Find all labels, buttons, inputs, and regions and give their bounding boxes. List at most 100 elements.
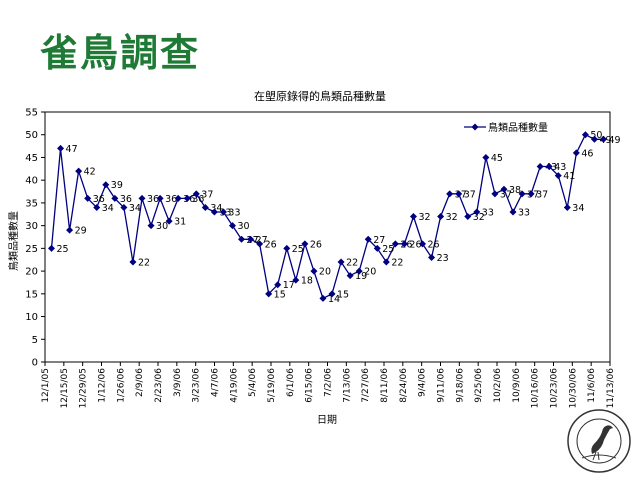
x-tick-label: 11/13/06 (606, 368, 616, 409)
data-point (57, 144, 65, 152)
data-label: 20 (319, 267, 331, 278)
data-point (518, 190, 526, 198)
data-label: 32 (473, 212, 485, 223)
bird-society-logo (567, 409, 631, 473)
data-point (554, 172, 562, 180)
slide-title: 雀鳥調查 (40, 31, 201, 75)
x-tick-label: 6/15/06 (305, 368, 315, 403)
data-point (183, 194, 191, 202)
data-point (600, 135, 607, 143)
data-point (283, 244, 291, 252)
data-point (464, 213, 472, 221)
data-label: 26 (428, 239, 440, 250)
data-point (590, 135, 598, 143)
data-point (455, 190, 463, 198)
data-point (147, 222, 155, 230)
data-label: 41 (563, 171, 575, 182)
x-tick-label: 11/6/06 (587, 368, 597, 403)
data-point (138, 194, 146, 202)
x-tick-label: 2/9/06 (135, 368, 145, 397)
x-tick-label: 9/18/06 (455, 368, 465, 403)
data-point (409, 213, 417, 221)
data-label: 36 (147, 194, 159, 205)
x-tick-label: 9/25/06 (474, 368, 484, 403)
data-label: 36 (192, 194, 204, 205)
data-point (446, 190, 454, 198)
data-point (473, 208, 481, 216)
x-tick-label: 8/24/06 (399, 368, 409, 403)
data-point (201, 203, 209, 211)
x-tick-label: 3/23/06 (192, 368, 202, 403)
data-point (337, 258, 345, 266)
y-tick-label: 20 (25, 267, 38, 278)
x-tick-label: 5/19/06 (267, 368, 277, 403)
data-point (75, 167, 83, 175)
chart-title: 在塱原錄得的鳥類品種數量 (254, 89, 386, 103)
data-point (500, 185, 508, 193)
x-tick-label: 10/16/06 (531, 368, 541, 409)
data-label: 47 (66, 144, 78, 155)
data-label: 36 (93, 194, 105, 205)
data-label: 43 (554, 162, 566, 173)
line-chart: 在塱原錄得的鳥類品種數量 日期 鳥類品種數量 0 5 10 15 20 25 30 35 40 4… (7, 89, 621, 426)
data-label: 50 (590, 130, 602, 141)
data-label: 18 (301, 276, 313, 287)
x-tick-label: 10/9/06 (512, 368, 522, 403)
data-point (265, 290, 273, 298)
data-point (328, 290, 336, 298)
data-label: 27 (256, 235, 268, 246)
data-point (509, 208, 517, 216)
y-tick-label: 55 (25, 108, 38, 119)
data-point (274, 281, 282, 289)
data-label: 42 (84, 167, 96, 178)
x-tick-label: 2/23/06 (154, 368, 164, 403)
data-point (482, 153, 490, 161)
legend: 鳥類品種數量 (464, 121, 548, 134)
x-tick-label: 1/12/06 (98, 368, 108, 403)
x-axis-label: 日期 (317, 414, 337, 426)
x-tick-label: 10/23/06 (550, 368, 560, 409)
data-point (174, 194, 182, 202)
data-point (111, 194, 119, 202)
data-point (536, 163, 544, 171)
x-tick-label: 12/15/05 (60, 368, 70, 408)
data-label: 33 (228, 208, 240, 219)
data-label: 26 (310, 239, 322, 250)
data-point (228, 222, 236, 230)
y-axis-label: 鳥類品種數量 (7, 211, 20, 271)
data-point (572, 149, 580, 157)
data-label: 34 (102, 203, 114, 214)
data-label: 26 (409, 239, 421, 250)
data-point (563, 203, 571, 211)
y-tick-label: 5 (32, 335, 38, 346)
data-label: 34 (210, 203, 222, 214)
y-tick-label: 45 (25, 153, 38, 164)
data-label: 25 (382, 244, 394, 255)
data-label: 19 (355, 271, 367, 282)
data-label: 14 (328, 294, 340, 305)
x-tick-label: 4/19/06 (229, 368, 239, 403)
x-tick-label: 4/7/06 (211, 368, 221, 397)
y-tick-label: 25 (25, 244, 38, 255)
data-label: 30 (156, 221, 168, 232)
plot-area: 2547294236343936342236303631363637343333… (48, 130, 621, 305)
data-point (491, 190, 499, 198)
plot-frame (44, 111, 611, 363)
data-point (219, 208, 227, 216)
data-label: 37 (536, 189, 548, 200)
x-tick-label: 7/2/06 (324, 368, 334, 397)
x-tick-label: 10/30/06 (568, 368, 578, 409)
series-line (50, 133, 604, 300)
data-label: 37 (500, 189, 512, 200)
x-tick-label: 3/9/06 (173, 368, 183, 397)
data-label: 36 (165, 194, 177, 205)
data-point (346, 272, 354, 280)
data-point (364, 235, 372, 243)
y-tick-label: 15 (25, 289, 38, 300)
data-point (382, 258, 390, 266)
data-label: 38 (509, 185, 521, 196)
y-tick-label: 35 (25, 198, 38, 209)
legend-marker (471, 123, 479, 131)
x-tick-label: 9/4/06 (418, 368, 428, 397)
data-label: 29 (75, 226, 87, 237)
